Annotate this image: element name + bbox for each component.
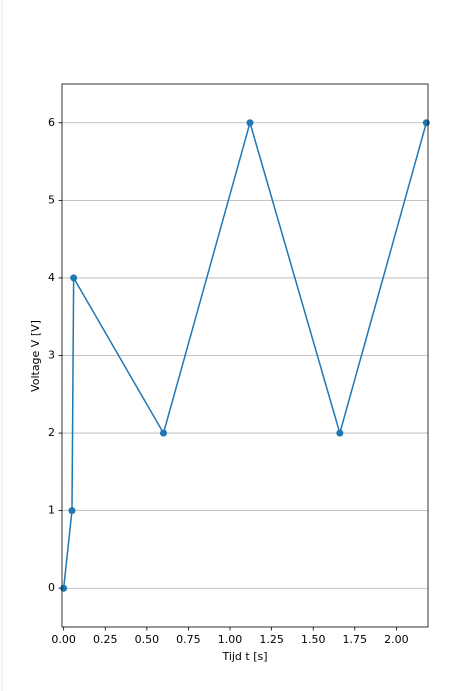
point	[336, 429, 344, 437]
x-tick-label: 0.25	[93, 633, 118, 646]
y-tick-label: 4	[48, 271, 55, 284]
y-tick-label: 5	[48, 193, 55, 206]
x-axis-label: Tijd t [s]	[221, 650, 267, 663]
point	[422, 119, 430, 127]
x-tick-label: 0.75	[176, 633, 201, 646]
y-tick-label: 0	[48, 581, 55, 594]
x-tick-label: 1.50	[301, 633, 326, 646]
point	[70, 274, 78, 282]
x-tick-label: 1.00	[218, 633, 243, 646]
y-tick-label: 6	[48, 116, 55, 129]
plot-frame	[61, 83, 429, 628]
y-axis-label: Voltage V [V]	[29, 320, 42, 392]
point	[159, 429, 167, 437]
point	[246, 119, 254, 127]
y-tick-label: 2	[48, 426, 55, 439]
x-tick-label: 2.00	[384, 633, 409, 646]
x-tick-label: 1.75	[343, 633, 368, 646]
point	[60, 584, 68, 592]
y-tick-label: 3	[48, 349, 55, 362]
x-tick-label: 0.00	[51, 633, 76, 646]
x-tick-label: 1.25	[259, 633, 284, 646]
x-tick-label: 0.50	[135, 633, 160, 646]
point	[68, 507, 76, 515]
y-tick-label: 1	[48, 504, 55, 517]
